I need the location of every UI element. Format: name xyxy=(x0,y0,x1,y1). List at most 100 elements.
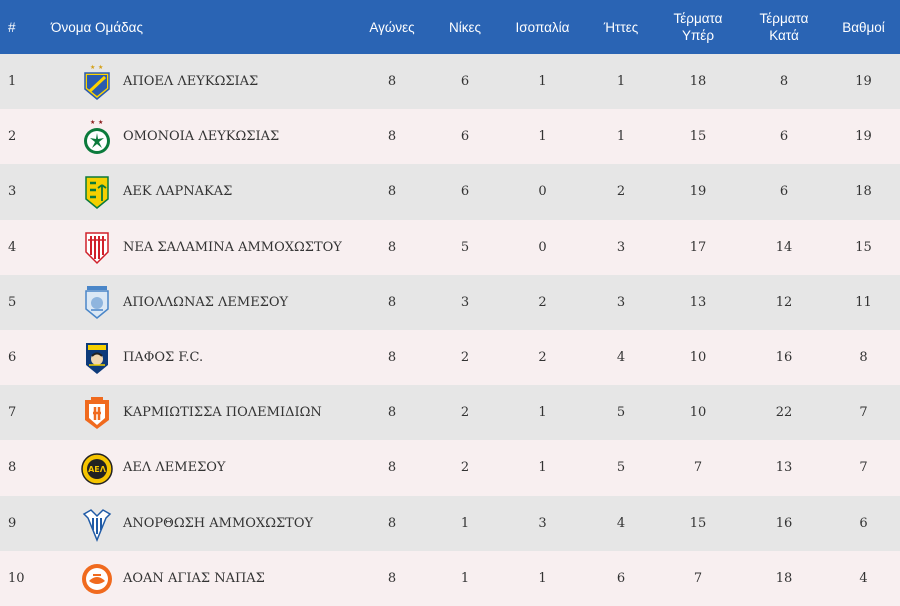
played-cell: 8 xyxy=(387,515,397,531)
goals-against-cell: 14 xyxy=(775,239,793,255)
team-link[interactable]: ΑΝΟΡΘΩΣΗ ΑΜΜΟΧΩΣΤΟΥ xyxy=(37,504,352,543)
team-cell: ΠΑΦΟΣ F.C. xyxy=(37,330,352,385)
header-points: Βαθμοί xyxy=(842,19,885,35)
svg-text:ΑΕΛ: ΑΕΛ xyxy=(88,465,107,474)
team-link[interactable]: ΑΕΛ ΑΕΛ ΛΕΜΕΣΟΥ xyxy=(37,449,352,487)
header-goals-against-line2: Κατά xyxy=(769,28,799,43)
team-name: ΑΠΟΕΛ ΛΕΥΚΩΣΙΑΣ xyxy=(123,74,259,90)
goals-against-cell: 18 xyxy=(775,570,793,586)
goals-against-cell: 12 xyxy=(775,294,793,310)
table-row: 7 ΚΑΡΜΙΩΤΙΣΣΑ ΠΟΛΕΜΙΔΙΩΝ 8 2 1 5 10 22 7 xyxy=(0,385,900,441)
team-cell: ΑΕΛ ΑΕΛ ΛΕΜΕΣΟΥ xyxy=(37,440,352,495)
team-link[interactable]: ΚΑΡΜΙΩΤΙΣΣΑ ΠΟΛΕΜΙΔΙΩΝ xyxy=(37,394,352,432)
points-cell: 8 xyxy=(859,350,868,366)
team-name: ΑΝΟΡΘΩΣΗ ΑΜΜΟΧΩΣΤΟΥ xyxy=(123,515,314,531)
team-link[interactable]: ΝΕΑ ΣΑΛΑΜΙΝΑ ΑΜΜΟΧΩΣΤΟΥ xyxy=(37,228,352,266)
team-name: ΑΟΑΝ ΑΓΙΑΣ ΝΑΠΑΣ xyxy=(123,570,265,586)
header-wins: Νίκες xyxy=(448,19,482,35)
team-cell: ΑΝΟΡΘΩΣΗ ΑΜΜΟΧΩΣΤΟΥ xyxy=(37,496,352,551)
header-team: Όνομα Ομάδας xyxy=(51,19,143,35)
wins-cell: 6 xyxy=(460,74,470,90)
losses-cell: 3 xyxy=(616,239,626,255)
header-losses: Ήττες xyxy=(603,19,639,35)
team-link[interactable]: ★ ★ ΑΠΟΕΛ ΛΕΥΚΩΣΙΑΣ xyxy=(37,63,352,101)
losses-cell: 4 xyxy=(616,350,626,366)
losses-cell: 1 xyxy=(616,74,626,90)
losses-cell: 6 xyxy=(616,570,626,586)
team-name: ΑΕΚ ΛΑΡΝΑΚΑΣ xyxy=(123,184,233,200)
draws-cell: 2 xyxy=(538,294,547,310)
table-row: 8 ΑΕΛ ΑΕΛ ΛΕΜΕΣΟΥ 8 2 1 5 7 13 7 xyxy=(0,440,900,496)
team-link[interactable]: ΠΑΦΟΣ F.C. xyxy=(37,339,352,377)
table-row: 4 ΝΕΑ ΣΑΛΑΜΙΝΑ ΑΜΜΟΧΩΣΤΟΥ 8 5 0 3 17 14 15 xyxy=(0,219,900,275)
omonoia-logo: ★ ★ xyxy=(81,118,113,156)
goals-for-cell: 10 xyxy=(689,350,707,366)
played-cell: 8 xyxy=(387,350,397,366)
losses-cell: 1 xyxy=(616,129,626,145)
team-cell: ★ ★ ΑΠΟΕΛ ΛΕΥΚΩΣΙΑΣ xyxy=(37,54,352,109)
goals-for-cell: 7 xyxy=(693,460,703,476)
row-position: 9 xyxy=(8,515,17,531)
draws-cell: 1 xyxy=(538,405,547,421)
team-link[interactable]: ΑΠΟΛΛΩΝΑΣ ΛΕΜΕΣΟΥ xyxy=(37,283,352,321)
row-position: 5 xyxy=(8,294,17,310)
header-row: # Όνομα Ομάδας Αγώνες Νίκες Ισοπαλία Ήττ… xyxy=(0,0,900,54)
svg-text:★: ★ xyxy=(90,119,95,126)
draws-cell: 1 xyxy=(538,570,547,586)
wins-cell: 1 xyxy=(460,515,470,531)
aoan-logo xyxy=(81,559,113,597)
played-cell: 8 xyxy=(387,294,397,310)
wins-cell: 3 xyxy=(460,294,470,310)
losses-cell: 4 xyxy=(616,515,626,531)
team-link[interactable]: ★ ★ ΟΜΟΝΟΙΑ ΛΕΥΚΩΣΙΑΣ xyxy=(37,118,352,156)
row-position: 3 xyxy=(8,184,17,200)
team-name: ΝΕΑ ΣΑΛΑΜΙΝΑ ΑΜΜΟΧΩΣΤΟΥ xyxy=(123,239,342,255)
goals-for-cell: 7 xyxy=(693,570,703,586)
header-goals-against: Τέρματα Κατά xyxy=(741,0,827,54)
goals-against-cell: 6 xyxy=(779,184,789,200)
goals-for-cell: 13 xyxy=(689,294,707,310)
wins-cell: 5 xyxy=(460,239,470,255)
header-pos: # xyxy=(8,19,16,35)
goals-against-cell: 22 xyxy=(775,405,793,421)
played-cell: 8 xyxy=(387,129,397,145)
pafos-logo xyxy=(81,339,113,377)
row-position: 6 xyxy=(8,350,17,366)
header-draws: Ισοπαλία xyxy=(515,19,570,35)
apollon-logo xyxy=(81,283,113,321)
wins-cell: 6 xyxy=(460,129,470,145)
draws-cell: 1 xyxy=(538,129,547,145)
team-cell: ΑΠΟΛΛΩΝΑΣ ΛΕΜΕΣΟΥ xyxy=(37,275,352,330)
row-position: 10 xyxy=(8,570,25,586)
svg-text:★: ★ xyxy=(98,119,103,126)
losses-cell: 5 xyxy=(616,460,626,476)
wins-cell: 2 xyxy=(460,350,470,366)
played-cell: 8 xyxy=(387,74,397,90)
goals-against-cell: 6 xyxy=(779,129,789,145)
wins-cell: 2 xyxy=(460,405,470,421)
draws-cell: 1 xyxy=(538,74,547,90)
table-row: 10 ΑΟΑΝ ΑΓΙΑΣ ΝΑΠΑΣ 8 1 1 6 7 18 4 xyxy=(0,550,900,606)
table-row: 6 ΠΑΦΟΣ F.C. 8 2 2 4 10 16 8 xyxy=(0,329,900,386)
played-cell: 8 xyxy=(387,184,397,200)
team-name: ΟΜΟΝΟΙΑ ΛΕΥΚΩΣΙΑΣ xyxy=(123,129,280,145)
team-link[interactable]: ΑΕΚ ΛΑΡΝΑΚΑΣ xyxy=(37,173,352,211)
goals-for-cell: 17 xyxy=(689,239,707,255)
losses-cell: 3 xyxy=(616,294,626,310)
nea-salamina-logo xyxy=(81,228,113,266)
header-goals-for: Τέρματα Υπέρ xyxy=(655,0,741,54)
played-cell: 8 xyxy=(387,405,397,421)
team-link[interactable]: ΑΟΑΝ ΑΓΙΑΣ ΝΑΠΑΣ xyxy=(37,559,352,597)
points-cell: 15 xyxy=(855,239,872,255)
row-position: 4 xyxy=(8,239,17,255)
goals-against-cell: 16 xyxy=(775,350,793,366)
header-played: Αγώνες xyxy=(369,19,415,35)
losses-cell: 2 xyxy=(616,184,626,200)
team-cell: ΑΟΑΝ ΑΓΙΑΣ ΝΑΠΑΣ xyxy=(37,551,352,606)
karmiotissa-logo xyxy=(81,394,113,432)
goals-against-cell: 16 xyxy=(775,515,793,531)
points-cell: 6 xyxy=(859,515,868,531)
team-name: ΠΑΦΟΣ F.C. xyxy=(123,350,204,366)
table-row: 9 ΑΝΟΡΘΩΣΗ ΑΜΜΟΧΩΣΤΟΥ 8 1 3 4 15 16 6 xyxy=(0,495,900,551)
